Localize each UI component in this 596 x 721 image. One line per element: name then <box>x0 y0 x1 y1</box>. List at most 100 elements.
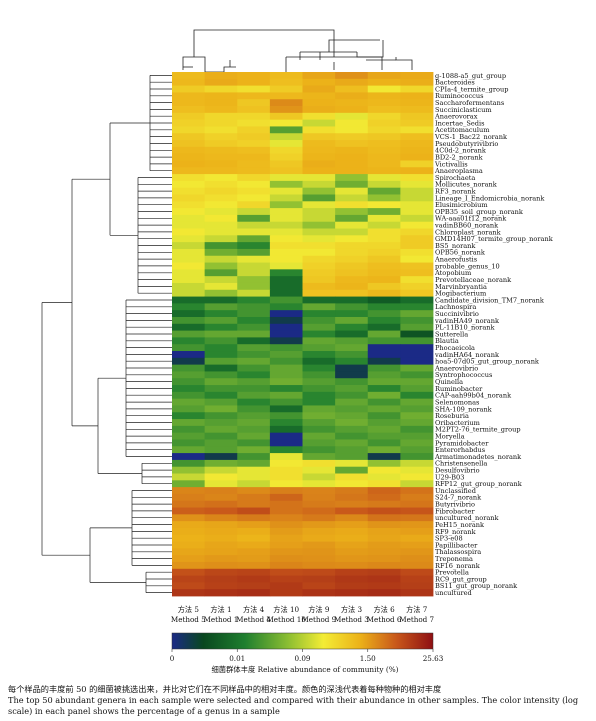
column-label-en: Method 5 <box>171 615 206 624</box>
heatmap-cell <box>400 269 434 277</box>
heatmap-cell <box>400 507 434 515</box>
heatmap-cell <box>204 140 238 148</box>
heatmap-cell <box>335 282 369 291</box>
heatmap-cell <box>237 235 271 243</box>
heatmap-cell <box>400 398 434 406</box>
column-dendrogram <box>182 29 413 73</box>
heatmap-cell <box>400 405 434 413</box>
heatmap-cell <box>335 214 369 223</box>
heatmap-cell <box>367 255 401 263</box>
heatmap-cell <box>172 514 206 522</box>
heatmap-cell <box>335 85 369 93</box>
heatmap-cell <box>269 146 303 155</box>
heatmap-cell <box>367 589 401 597</box>
heatmap-cell <box>367 248 401 257</box>
colorbar-tick-label: 0.09 <box>294 654 310 663</box>
heatmap-cell <box>367 221 401 229</box>
heatmap-cell <box>335 357 369 366</box>
heatmap-cell <box>367 112 401 121</box>
heatmap-cell <box>335 78 369 87</box>
row-label: vadinHA49_norank <box>434 317 500 325</box>
heatmap-cell <box>237 99 271 107</box>
heatmap-cell <box>269 453 303 461</box>
heatmap-cell <box>204 160 238 168</box>
heatmap-cell <box>172 316 206 325</box>
heatmap-cell <box>204 106 238 114</box>
heatmap-cell <box>172 480 206 488</box>
heatmap-cell <box>269 364 303 372</box>
heatmap-cell <box>172 432 206 440</box>
heatmap-cell <box>335 521 369 529</box>
heatmap-cell <box>237 146 271 155</box>
heatmap-cell <box>237 303 271 311</box>
row-dendrogram-lines <box>41 75 172 593</box>
heatmap-cell <box>302 180 336 189</box>
heatmap-cell <box>172 242 206 250</box>
heatmap-cell <box>269 194 303 202</box>
column-label-cn: 方法 7 <box>406 605 428 614</box>
heatmap-cell <box>400 575 434 583</box>
heatmap-cell <box>172 385 206 393</box>
heatmap-cell <box>204 289 238 297</box>
heatmap-cell <box>172 487 206 495</box>
row-label: OPB56_norank <box>435 249 486 257</box>
heatmap-cell <box>367 575 401 583</box>
heatmap-cell <box>367 146 401 155</box>
heatmap-cell <box>269 555 303 563</box>
heatmap-cell <box>237 487 271 495</box>
heatmap-cell <box>302 561 336 570</box>
heatmap-cell <box>400 85 434 93</box>
heatmap-cell <box>302 514 336 522</box>
row-label: VCS-1_Bac22_norank <box>434 133 508 141</box>
heatmap-cell <box>400 561 434 570</box>
heatmap-cell <box>335 378 369 386</box>
heatmap-cell <box>204 453 238 461</box>
heatmap-cell <box>335 371 369 379</box>
row-label: Pseudobutyrivibrio <box>435 140 498 148</box>
heatmap-cell <box>302 99 336 107</box>
heatmap-cell <box>335 548 369 556</box>
heatmap-cell <box>302 146 336 155</box>
heatmap-cell <box>367 296 401 304</box>
heatmap-cell <box>269 140 303 148</box>
heatmap-cell <box>237 119 271 127</box>
heatmap-cell <box>302 364 336 372</box>
heatmap-cell <box>367 330 401 338</box>
heatmap-cell <box>400 187 434 195</box>
row-label: Syntrophococcus <box>435 371 493 379</box>
heatmap-cell <box>269 160 303 168</box>
row-label: BS5_norank <box>435 242 476 250</box>
heatmap-cell <box>400 248 434 257</box>
heatmap-cell <box>204 351 238 359</box>
heatmap-cell <box>269 391 303 400</box>
heatmap-cell <box>172 119 206 127</box>
row-label: PeH15_norank <box>435 521 485 529</box>
heatmap-cell <box>302 507 336 515</box>
heatmap-cell <box>269 119 303 127</box>
row-label: Anaerofustis <box>434 256 478 264</box>
heatmap-cell <box>302 235 336 243</box>
heatmap-cell <box>302 201 336 209</box>
heatmap-cell <box>335 262 369 270</box>
heatmap-cell <box>302 391 336 400</box>
row-label: vadinHA64_norank <box>434 351 500 359</box>
row-label: Victivallis <box>434 160 468 168</box>
heatmap-cell <box>367 262 401 270</box>
heatmap-cell <box>335 385 369 393</box>
heatmap-cell <box>237 72 271 80</box>
heatmap-cell <box>172 568 206 576</box>
heatmap-cell <box>335 480 369 488</box>
heatmap-cell <box>367 548 401 556</box>
heatmap-cell <box>400 371 434 379</box>
heatmap-cell <box>335 507 369 515</box>
heatmap-cell <box>172 534 206 542</box>
heatmap-cell <box>269 439 303 447</box>
heatmap-cell <box>172 323 206 331</box>
heatmap-cell <box>367 133 401 141</box>
row-label: Succinivibrio <box>435 310 479 318</box>
heatmap-cell <box>172 180 206 189</box>
heatmap-cell <box>204 276 238 284</box>
heatmap-cell <box>237 473 271 481</box>
row-label: CAP-aah99b04_norank <box>435 392 512 400</box>
